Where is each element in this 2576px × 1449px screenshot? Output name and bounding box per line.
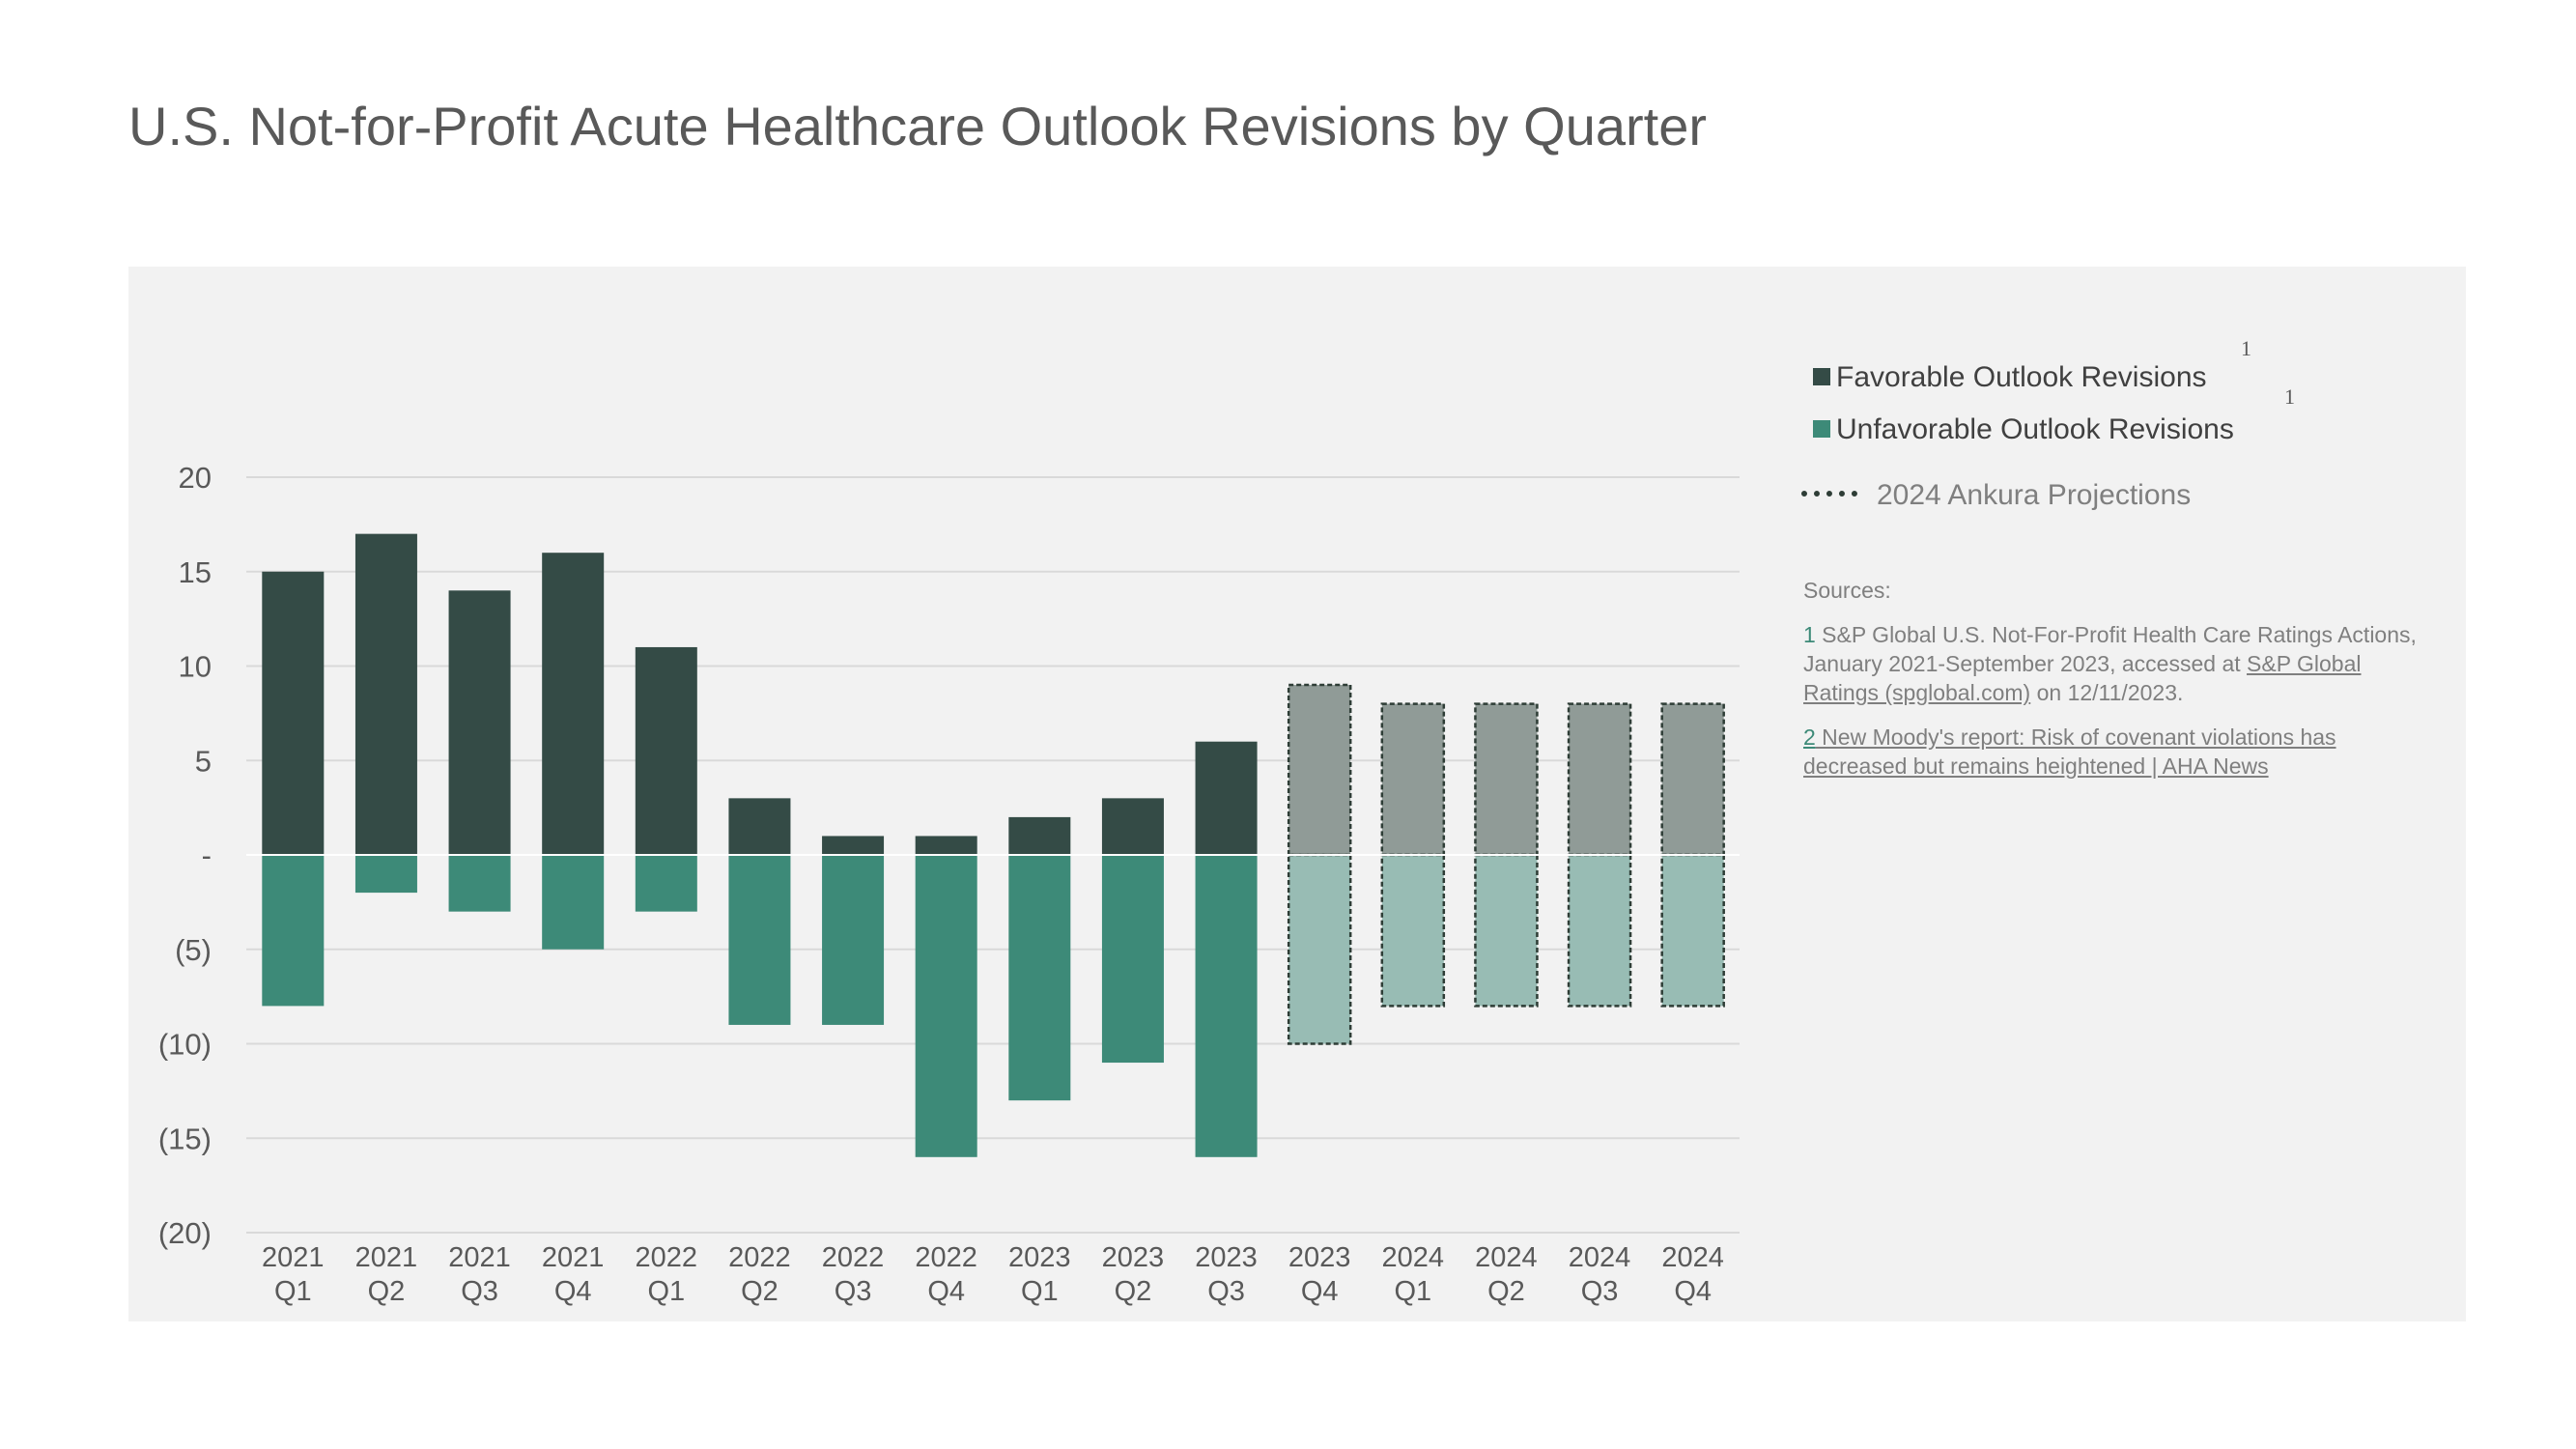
bar-unfavorable	[542, 855, 605, 950]
bar-favorable	[448, 590, 511, 855]
x-tick-label-quarter: Q2	[368, 1276, 406, 1307]
source-1-tail: on 12/11/2023.	[2030, 680, 2184, 705]
bar-favorable-projection	[1660, 702, 1725, 857]
bar-unfavorable	[354, 855, 417, 894]
x-tick-label-quarter: Q1	[647, 1276, 685, 1307]
x-tick-label-year: 2023	[1102, 1242, 1165, 1273]
legend-unfavorable-footnote: 1	[2284, 384, 2295, 409]
y-tick-label: (5)	[175, 933, 212, 967]
bar-unfavorable	[728, 855, 791, 1025]
x-tick-label-year: 2024	[1569, 1242, 1631, 1273]
source-1: 1 S&P Global U.S. Not-For-Profit Health …	[1803, 620, 2431, 707]
x-tick-label-year: 2021	[262, 1242, 325, 1273]
y-tick-label: (10)	[158, 1028, 212, 1062]
x-tick-label-quarter: Q2	[741, 1276, 778, 1307]
x-tick-label-year: 2023	[1288, 1242, 1351, 1273]
y-tick-label: (20)	[158, 1216, 212, 1250]
bar-chart: 2015105-(5)(10)(15)(20)2021Q12021Q22021Q…	[158, 461, 1740, 1307]
x-tick-label-year: 2021	[355, 1242, 418, 1273]
x-tick-label-year: 2021	[542, 1242, 605, 1273]
bar-unfavorable	[262, 855, 325, 1007]
sources-heading: Sources:	[1803, 578, 1891, 603]
legend-projections-swatch	[1801, 491, 1857, 497]
y-tick-label: 15	[179, 555, 212, 589]
bar-favorable	[635, 646, 697, 855]
legend-favorable-label: Favorable Outlook Revisions	[1836, 361, 2207, 393]
bar-unfavorable-projection	[1660, 853, 1725, 1008]
legend-unfavorable: Unfavorable Outlook Revisions	[1813, 413, 2234, 446]
source-1-link[interactable]: S&P Global Ratings (spglobal.com)	[1803, 651, 2362, 705]
bar-favorable-projection	[1380, 702, 1446, 857]
bar-unfavorable-projection	[1567, 853, 1632, 1008]
bar-unfavorable	[1195, 855, 1258, 1157]
y-tick-label: (15)	[158, 1122, 212, 1155]
bar-favorable	[1008, 816, 1071, 855]
bar-unfavorable-projection	[1474, 853, 1539, 1008]
bar-unfavorable-projection	[1287, 853, 1352, 1045]
legend-projections-label: 2024 Ankura Projections	[1877, 479, 2192, 511]
bar-unfavorable	[635, 855, 697, 912]
x-tick-label-quarter: Q3	[835, 1276, 872, 1307]
bar-unfavorable	[1008, 855, 1071, 1101]
bar-favorable	[262, 571, 325, 855]
chart-panel: 20 15 10 5- (5) (10) (15) (20) 2021 Q1 2021 Q2 2021 Q…	[128, 267, 2466, 1321]
bar-favorable-projection	[1567, 702, 1632, 857]
bar-unfavorable	[1101, 855, 1164, 1064]
bar-favorable	[542, 553, 605, 855]
bar-favorable-projection	[1287, 683, 1352, 857]
chart-title: U.S. Not-for-Profit Acute Healthcare Out…	[128, 96, 1707, 156]
source-2: 2 New Moody's report: Risk of covenant v…	[1803, 723, 2431, 781]
bar-unfavorable-projection	[1380, 853, 1446, 1008]
x-tick-label-quarter: Q2	[1487, 1276, 1525, 1307]
x-tick-label-quarter: Q4	[1301, 1276, 1339, 1307]
y-tick-label: 20	[179, 461, 212, 495]
source-1-text: S&P Global U.S. Not-For-Profit Health Ca…	[1803, 622, 2417, 676]
bar-favorable-projection	[1474, 702, 1539, 857]
legend-projections: 2024 Ankura Projections	[1801, 479, 2191, 512]
bar-favorable	[1195, 741, 1258, 855]
bar-favorable	[915, 836, 977, 855]
x-tick-label-year: 2024	[1382, 1242, 1445, 1273]
bar-unfavorable	[822, 855, 885, 1025]
x-tick-label-quarter: Q1	[1021, 1276, 1059, 1307]
x-tick-label-year: 2022	[915, 1242, 977, 1273]
bar-favorable	[822, 836, 885, 855]
bar-favorable	[1101, 798, 1164, 855]
x-tick-label-quarter: Q4	[927, 1276, 965, 1307]
legend-favorable-footnote: 1	[2241, 336, 2251, 360]
x-tick-label-quarter: Q3	[461, 1276, 498, 1307]
x-tick-label-year: 2021	[448, 1242, 511, 1273]
x-tick-label-year: 2024	[1475, 1242, 1538, 1273]
source-2-number[interactable]: 2	[1803, 724, 1816, 750]
bar-unfavorable	[915, 855, 977, 1157]
x-tick-label-year: 2023	[1195, 1242, 1258, 1273]
x-tick-label-year: 2022	[822, 1242, 885, 1273]
x-tick-label-quarter: Q3	[1207, 1276, 1245, 1307]
bar-unfavorable	[448, 855, 511, 912]
x-tick-label-year: 2023	[1008, 1242, 1071, 1273]
legend-favorable: Favorable Outlook Revisions	[1813, 361, 2207, 394]
legend-unfavorable-label: Unfavorable Outlook Revisions	[1836, 413, 2234, 445]
x-tick-label-year: 2024	[1661, 1242, 1724, 1273]
x-tick-label-quarter: Q1	[274, 1276, 312, 1307]
source-2-link[interactable]: New Moody's report: Risk of covenant vio…	[1803, 724, 2336, 779]
y-tick-label: 10	[179, 650, 212, 684]
x-tick-label-year: 2022	[728, 1242, 791, 1273]
x-tick-label-quarter: Q2	[1115, 1276, 1152, 1307]
legend-favorable-swatch	[1813, 368, 1830, 385]
x-tick-label-year: 2022	[636, 1242, 698, 1273]
sources-block: Sources: 1 S&P Global U.S. Not-For-Profi…	[1803, 576, 2431, 796]
source-1-number: 1	[1803, 622, 1816, 647]
bar-favorable	[354, 533, 417, 855]
x-tick-label-quarter: Q4	[554, 1276, 592, 1307]
x-tick-label-quarter: Q3	[1581, 1276, 1619, 1307]
x-tick-label-quarter: Q4	[1674, 1276, 1712, 1307]
legend-unfavorable-swatch	[1813, 420, 1830, 438]
y-tick-label: 5	[195, 744, 212, 778]
y-tick-label: -	[202, 838, 212, 872]
x-tick-label-quarter: Q1	[1394, 1276, 1431, 1307]
bar-favorable	[728, 798, 791, 855]
